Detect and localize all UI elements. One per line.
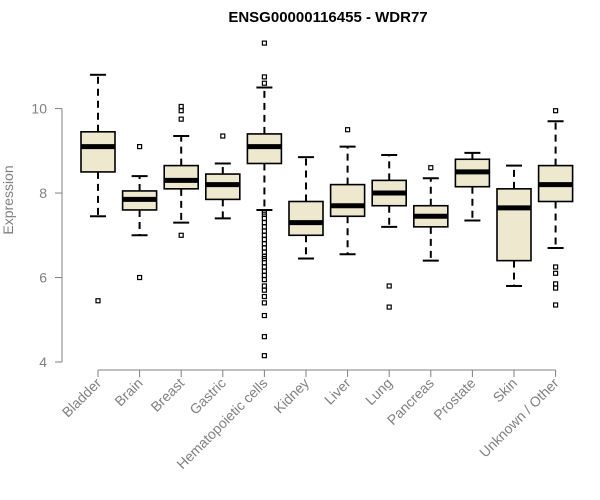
x-tick-label: Lung (362, 375, 395, 408)
y-tick-label: 8 (39, 185, 47, 201)
x-tick-label: Skin (490, 375, 521, 406)
y-axis-title: Expression (0, 165, 16, 234)
x-tick-label: Unknown / Other (476, 375, 562, 461)
outlier-point (261, 268, 267, 274)
outlier-point (261, 334, 267, 340)
outlier-point (178, 108, 184, 114)
outlier-point (261, 312, 267, 319)
outlier-point (261, 236, 267, 243)
outlier-point (386, 283, 392, 289)
box-brain (121, 143, 158, 281)
outlier-point (552, 302, 559, 308)
box-breast (163, 103, 199, 238)
outlier-point (137, 143, 143, 150)
outlier-point (261, 283, 267, 289)
box-lung (371, 154, 408, 310)
y-axis: 4 6 8 10 (31, 101, 63, 370)
chart-title: ENSG00000116455 - WDR77 (228, 9, 427, 26)
outlier-point (261, 272, 267, 279)
outlier-point (261, 293, 267, 300)
x-tick-label: Prostate (430, 375, 478, 423)
iqr-box (80, 131, 116, 173)
y-tick-label: 10 (31, 101, 47, 117)
outlier-point (261, 220, 267, 226)
outlier-point (386, 304, 392, 310)
outlier-point (261, 277, 267, 283)
iqr-box (496, 188, 532, 262)
outlier-point (552, 264, 559, 270)
outlier-point (137, 274, 143, 281)
outlier-point (178, 232, 184, 238)
outlier-point (261, 228, 267, 234)
x-tick-label: Kidney (271, 375, 313, 417)
outlier-point (261, 245, 267, 251)
box-hematopoietic-cells (246, 40, 283, 359)
outlier-point (261, 80, 267, 86)
outlier-point (345, 127, 351, 133)
box-prostate (454, 151, 491, 222)
outlier-point (552, 270, 559, 276)
outlier-point (220, 133, 226, 139)
box-liver (329, 127, 366, 256)
x-tick-label: Breast (147, 375, 187, 415)
outlier-point (95, 298, 101, 304)
box-skin (496, 164, 532, 287)
outlier-point (552, 108, 559, 114)
outlier-point (261, 300, 267, 306)
y-tick-label: 4 (39, 354, 47, 370)
x-tick-label: Bladder (59, 375, 105, 421)
outlier-point (261, 209, 267, 215)
outlier-point (178, 103, 184, 110)
box-gastric (205, 133, 241, 220)
outlier-point (428, 165, 434, 171)
outlier-point (261, 353, 267, 359)
outlier-point (261, 287, 267, 293)
outlier-point (552, 281, 559, 287)
box-bladder (80, 73, 116, 304)
outlier-point (552, 285, 559, 291)
outlier-point (261, 260, 267, 266)
outlier-point (261, 241, 267, 247)
box-pancreas (412, 165, 449, 262)
outlier-point (261, 232, 267, 238)
iqr-box (288, 200, 324, 237)
outlier-point (261, 40, 267, 46)
outlier-point (261, 264, 267, 270)
box-series (80, 40, 574, 359)
y-tick-label: 6 (39, 270, 47, 286)
box-unknown-other (537, 108, 574, 308)
x-tick-label: Brain (111, 375, 145, 409)
outlier-point (178, 116, 184, 122)
box-kidney (288, 156, 324, 260)
outlier-point (261, 74, 267, 80)
outlier-point (261, 224, 267, 230)
x-tick-label: Liver (321, 375, 354, 408)
iqr-box (163, 164, 199, 190)
iqr-box (329, 183, 366, 218)
outlier-point (261, 249, 267, 255)
outlier-point (261, 215, 267, 221)
